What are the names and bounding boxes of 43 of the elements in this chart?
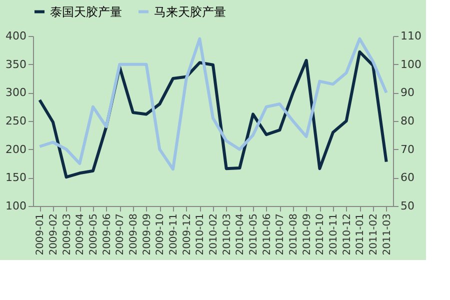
x-tick-label: 2011-03 (382, 214, 393, 256)
x-tick-label: 2010-05 (248, 214, 260, 256)
y-tick-label: 150 (6, 171, 26, 184)
x-tick-label: 2009-05 (88, 214, 100, 256)
y-tick-label: 200 (6, 142, 26, 156)
x-tick-label: 2009-10 (155, 214, 166, 256)
y2-tick-label: 60 (400, 171, 414, 184)
x-tick-label: 2009-04 (75, 214, 86, 256)
x-tick-label: 2009-07 (115, 214, 126, 256)
x-tick-label: 2010-09 (302, 214, 313, 256)
x-tick-label: 2010-11 (328, 214, 340, 256)
x-tick-label: 2009-11 (168, 214, 180, 256)
x-tick-label: 2010-02 (208, 214, 220, 256)
y-tick-label: 300 (6, 86, 26, 100)
y2-tick-label: 50 (400, 200, 414, 212)
x-tick-label: 2010-08 (288, 214, 300, 256)
x-tick-label: 2011-01 (355, 214, 366, 256)
y-tick-label: 350 (6, 58, 26, 71)
x-tick-label: 2011-02 (368, 214, 380, 256)
x-tick-label: 2009-03 (62, 214, 73, 256)
y2-tick-label: 100 (400, 58, 422, 71)
x-tick-label: 2009-12 (182, 214, 193, 256)
x-tick-label: 2010-03 (222, 214, 233, 256)
x-tick-label: 2010-06 (262, 214, 273, 256)
y2-tick-label: 80 (400, 114, 414, 128)
x-tick-label: 2010-10 (315, 214, 326, 256)
y2-tick-label: 110 (400, 30, 422, 42)
y2-tick-label: 70 (400, 142, 414, 156)
y-tick-label: 100 (6, 200, 26, 212)
x-tick-label: 2009-06 (102, 214, 113, 256)
y2-tick-label: 90 (400, 86, 414, 100)
x-tick-label: 2009-08 (128, 214, 140, 256)
x-tick-label: 2010-12 (342, 214, 353, 256)
x-tick-label: 2010-01 (195, 214, 206, 256)
x-tick-label: 2009-02 (48, 214, 60, 256)
y-tick-label: 400 (6, 30, 26, 42)
legend-label: 泰国天胶产量 (50, 4, 122, 19)
x-tick-label: 2009-01 (35, 214, 46, 256)
legend-label: 马来天胶产量 (154, 4, 226, 19)
x-tick-label: 2009-09 (142, 214, 153, 256)
x-tick-label: 2010-04 (235, 214, 246, 256)
y-tick-label: 250 (6, 114, 26, 128)
x-tick-label: 2010-07 (275, 214, 286, 256)
